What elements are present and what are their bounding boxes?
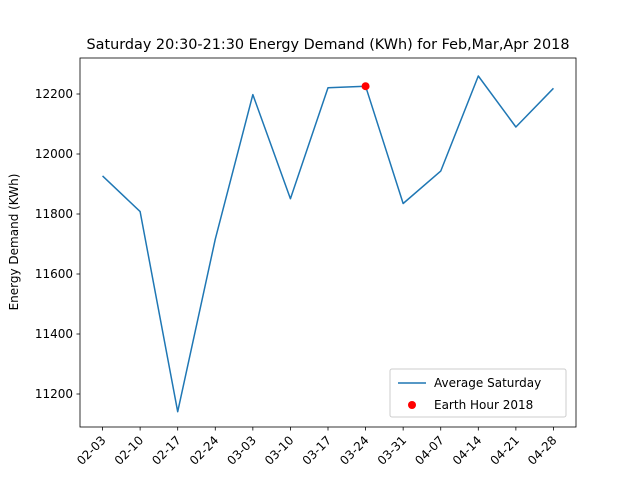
y-tick-label: 11400 [35, 327, 73, 341]
series-line-average-saturday [102, 75, 554, 413]
legend-label: Average Saturday [434, 376, 541, 390]
legend-box [389, 368, 567, 418]
y-axis-label: Energy Demand (KWh) [7, 174, 21, 311]
series-marker-earth-hour [361, 82, 370, 91]
y-tick-label: 11200 [35, 387, 73, 401]
chart-title: Saturday 20:30-21:30 Energy Demand (KWh)… [87, 37, 570, 53]
legend-label: Earth Hour 2018 [434, 398, 533, 412]
legend-marker-swatch [408, 401, 416, 409]
y-tick-label: 12000 [35, 147, 73, 161]
y-tick-label: 11800 [35, 207, 73, 221]
y-tick-label: 12200 [35, 87, 73, 101]
y-tick-label: 11600 [35, 267, 73, 281]
